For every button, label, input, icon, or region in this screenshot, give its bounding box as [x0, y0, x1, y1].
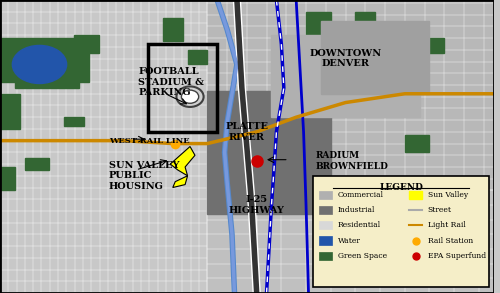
Bar — [320, 221, 332, 229]
Text: EPA Superfund: EPA Superfund — [428, 252, 486, 260]
Text: PLATTE
RIVER: PLATTE RIVER — [226, 122, 268, 142]
Bar — [410, 191, 422, 199]
Text: Industrial: Industrial — [338, 206, 375, 214]
Ellipse shape — [182, 90, 198, 103]
Bar — [320, 191, 332, 199]
Bar — [405, 135, 429, 152]
Bar — [163, 18, 182, 41]
Bar — [320, 236, 332, 245]
Bar — [0, 38, 89, 82]
Bar — [321, 21, 430, 94]
Text: FOOTBALL
STADIUM &
PARKING: FOOTBALL STADIUM & PARKING — [138, 67, 204, 97]
Polygon shape — [173, 176, 188, 188]
Bar — [0, 167, 15, 190]
Text: Sun Valley: Sun Valley — [428, 191, 468, 199]
Ellipse shape — [12, 45, 66, 84]
Text: Green Space: Green Space — [338, 252, 387, 260]
Bar — [74, 35, 98, 53]
Polygon shape — [170, 146, 195, 176]
FancyBboxPatch shape — [314, 176, 488, 287]
Text: Rail Station: Rail Station — [428, 236, 473, 245]
Bar — [208, 91, 330, 214]
Text: I-25
HIGHWAY: I-25 HIGHWAY — [228, 195, 284, 215]
Text: Commercial: Commercial — [338, 191, 384, 199]
Text: WEST RAIL LINE: WEST RAIL LINE — [108, 137, 189, 145]
Bar — [0, 94, 20, 129]
Text: Light Rail: Light Rail — [428, 221, 466, 229]
Text: DOWNTOWN
DENVER: DOWNTOWN DENVER — [310, 49, 382, 68]
Ellipse shape — [176, 86, 204, 107]
Bar — [208, 0, 494, 190]
Text: Residential: Residential — [338, 221, 381, 229]
Bar — [24, 158, 50, 170]
Bar — [148, 44, 217, 132]
Bar — [208, 190, 494, 293]
Text: RADIUM
BROWNFIELD: RADIUM BROWNFIELD — [316, 151, 389, 171]
Bar — [15, 53, 79, 88]
Bar — [320, 206, 332, 214]
Bar — [0, 0, 208, 293]
Text: Street: Street — [428, 206, 452, 214]
Text: Water: Water — [338, 236, 360, 245]
Bar — [188, 50, 208, 64]
Bar — [64, 117, 84, 126]
Text: LEGEND: LEGEND — [379, 183, 423, 192]
Bar — [272, 35, 420, 117]
Bar — [306, 12, 330, 35]
Bar — [356, 12, 375, 29]
Bar — [420, 38, 444, 53]
Text: SUN VALLEY
PUBLIC
HOUSING: SUN VALLEY PUBLIC HOUSING — [108, 161, 179, 191]
Bar — [320, 252, 332, 260]
